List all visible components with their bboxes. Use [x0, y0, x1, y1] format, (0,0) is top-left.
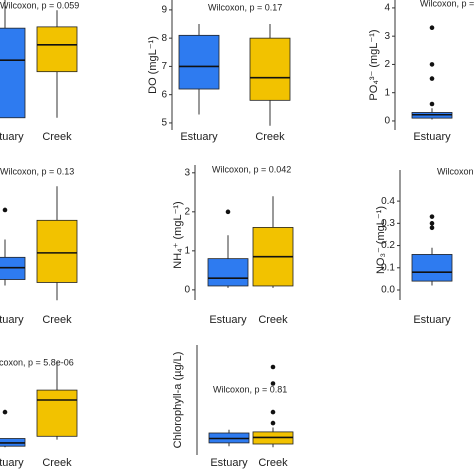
y-tick-label: 2 [384, 59, 390, 70]
y-tick-label: 2 [184, 206, 190, 217]
x-tick-label: Creek [42, 131, 72, 143]
outlier [2, 409, 8, 415]
y-tick-label: 0.0 [381, 285, 395, 296]
y-tick-label: 0 [184, 284, 190, 295]
annotation: Wilcoxon, [437, 166, 474, 176]
y-tick-label: 8 [161, 33, 167, 44]
annotation: Wilcoxon, p = 0.13 [0, 166, 74, 176]
outlier [270, 420, 276, 426]
outlier [429, 101, 435, 107]
y-axis-label: NH₄⁺ (mgL⁻¹) [172, 201, 184, 268]
x-tick-label: Estuary [0, 457, 24, 469]
box [36, 26, 78, 73]
y-tick-label: 7 [161, 61, 167, 72]
y-tick-label: 5 [161, 118, 167, 129]
outlier [2, 207, 8, 213]
annotation: ilcoxon, p = 5.8e-06 [0, 357, 74, 367]
y-tick-label: 0 [384, 116, 390, 127]
y-tick-label: 0.4 [381, 196, 395, 207]
y-tick-label: 0.3 [381, 218, 395, 229]
annotation: Wilcoxon, p = 0.042 [212, 164, 291, 174]
outlier [429, 221, 435, 226]
box [178, 34, 220, 90]
y-tick-label: 3 [384, 31, 390, 42]
x-tick-label: Estuary [0, 131, 24, 143]
y-axis-label: NO₃⁻ (mgL⁻¹) [375, 206, 387, 274]
annotation: Wilcoxon, p = 0.81 [213, 384, 287, 394]
box [207, 258, 249, 287]
outlier [270, 409, 276, 415]
x-tick-label: Estuary [180, 131, 218, 143]
y-axis-label: Chlorophyll-a (µg/L) [172, 352, 184, 449]
outlier [429, 76, 435, 81]
outlier [270, 381, 276, 386]
outlier [429, 214, 435, 219]
x-tick-label: Creek [42, 314, 72, 326]
x-tick-label: Estuary [209, 314, 247, 326]
x-tick-label: Estuary [413, 131, 451, 143]
y-axis-label: DO (mgL⁻¹) [147, 36, 159, 94]
x-tick-label: Estuary [0, 314, 24, 326]
y-tick-label: 1 [384, 87, 390, 98]
annotation: Wilcoxon, p = [420, 0, 474, 8]
y-tick-label: 0.1 [381, 262, 395, 273]
outlier [270, 364, 276, 370]
outlier [429, 62, 435, 67]
x-tick-label: Creek [258, 457, 288, 469]
y-tick-label: 1 [184, 245, 190, 256]
x-tick-label: Estuary [210, 457, 248, 469]
y-tick-label: 6 [161, 89, 167, 100]
box [249, 37, 291, 101]
annotation: Wilcoxon, p = 0.17 [208, 2, 282, 12]
x-tick-label: Creek [258, 314, 288, 326]
outlier [429, 25, 435, 30]
box [411, 254, 453, 282]
outlier [429, 225, 435, 231]
annotation: Wilcoxon, p = 0.059 [0, 0, 79, 10]
x-tick-label: Creek [255, 131, 285, 143]
box [36, 219, 78, 283]
box [36, 389, 78, 437]
y-tick-label: 4 [384, 3, 390, 14]
box [0, 27, 26, 119]
y-tick-label: 0.2 [381, 240, 395, 251]
y-axis-label: PO₄³⁻ (mgL⁻¹) [368, 29, 380, 100]
y-tick-label: 9 [161, 5, 167, 16]
y-tick-label: 3 [184, 167, 190, 178]
outlier [225, 209, 231, 215]
x-tick-label: Estuary [413, 314, 451, 326]
x-tick-label: Creek [42, 457, 72, 469]
